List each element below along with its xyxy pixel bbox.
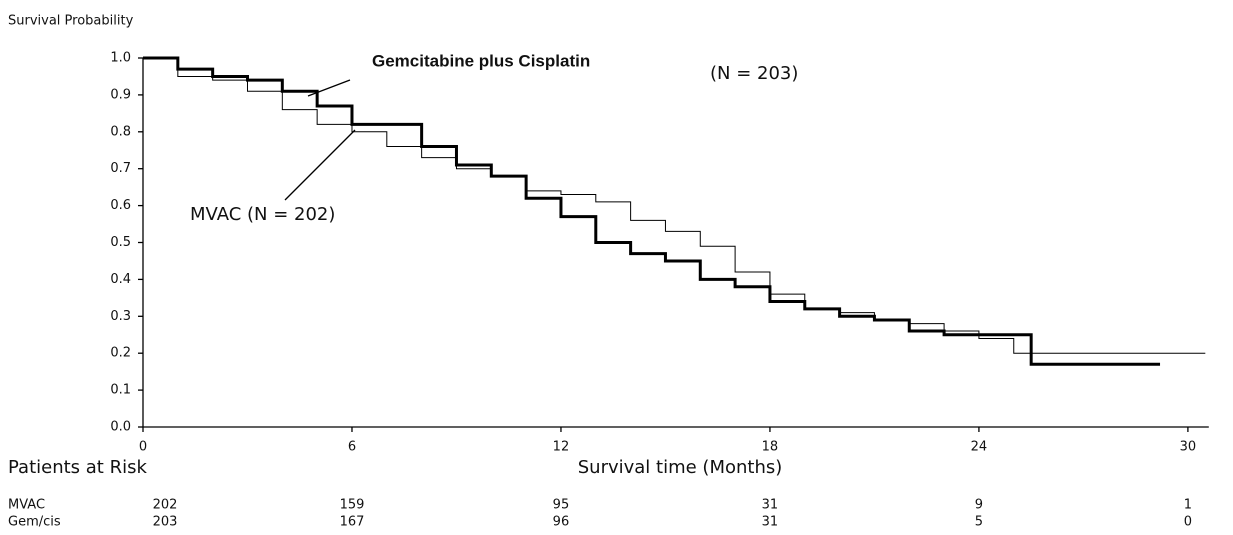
x-tick-label: 18 xyxy=(762,440,779,455)
risk-count: 0 xyxy=(1184,515,1192,530)
y-tick-label: 0.4 xyxy=(110,272,131,287)
x-tick-label: 0 xyxy=(139,440,147,455)
risk-count: 31 xyxy=(762,515,779,530)
risk-count: 1 xyxy=(1184,498,1192,513)
risk-table-title: Patients at Risk xyxy=(8,457,147,478)
y-tick-label: 0.2 xyxy=(110,346,131,361)
risk-count: 96 xyxy=(553,515,570,530)
annotation-pointer xyxy=(307,79,351,97)
risk-row-name: MVAC xyxy=(8,498,45,513)
annotation: Gemcitabine plus Cisplatin xyxy=(372,51,590,70)
annotation: (N = 203) xyxy=(710,63,798,84)
x-tick-label: 6 xyxy=(348,440,356,455)
chart-title: Survival Probability xyxy=(8,14,134,29)
y-tick-label: 0.9 xyxy=(110,87,131,102)
annotation-pointer xyxy=(284,129,356,201)
annotation: MVAC (N = 202) xyxy=(190,204,335,225)
y-tick-label: 0.0 xyxy=(110,420,131,435)
risk-count: 31 xyxy=(762,498,779,513)
risk-count: 9 xyxy=(975,498,983,513)
risk-count: 202 xyxy=(153,498,178,513)
survival-curve xyxy=(143,57,1206,354)
x-tick-label: 30 xyxy=(1180,440,1197,455)
risk-count: 203 xyxy=(153,515,178,530)
risk-count: 167 xyxy=(340,515,365,530)
risk-count: 159 xyxy=(340,498,365,513)
y-tick-label: 0.1 xyxy=(110,383,131,398)
risk-count: 95 xyxy=(553,498,570,513)
x-axis-label: Survival time (Months) xyxy=(578,457,783,478)
y-tick-label: 0.6 xyxy=(110,198,131,213)
y-tick-label: 0.7 xyxy=(110,161,131,176)
risk-count: 5 xyxy=(975,515,983,530)
x-tick-label: 24 xyxy=(971,440,988,455)
y-tick-label: 0.5 xyxy=(110,235,131,250)
y-tick-label: 0.8 xyxy=(110,124,131,139)
risk-row-name: Gem/cis xyxy=(8,515,61,530)
y-tick-label: 0.3 xyxy=(110,309,131,324)
y-tick-label: 1.0 xyxy=(110,51,131,66)
x-tick-label: 12 xyxy=(553,440,570,455)
